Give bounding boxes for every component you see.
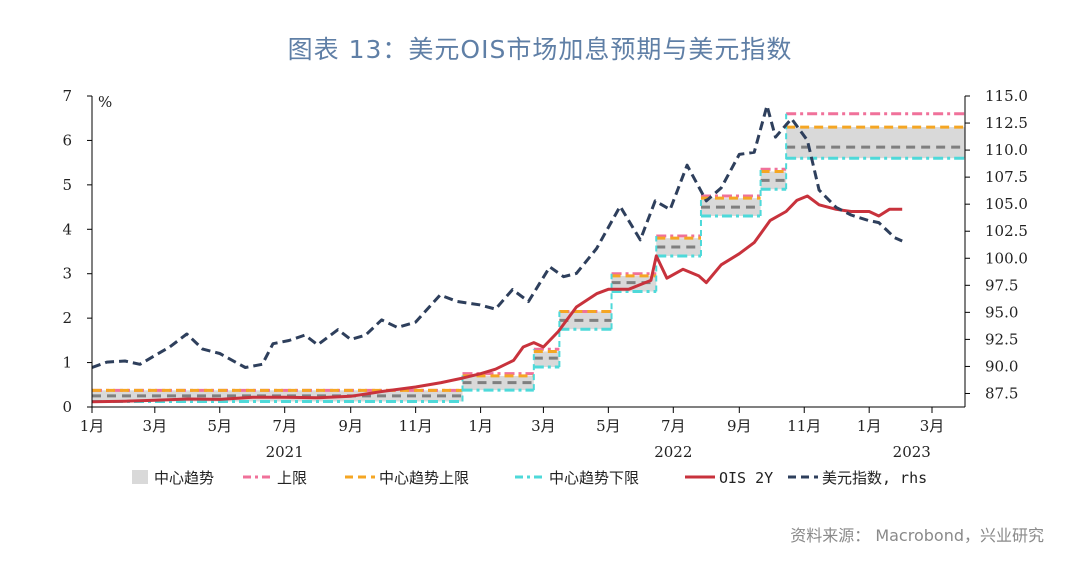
- left-tick-label: 3: [62, 265, 72, 283]
- x-tick-label: 9月: [727, 417, 752, 435]
- x-tick-label: 1月: [468, 417, 493, 435]
- chart-title: 图表 13：美元OIS市场加息预期与美元指数: [287, 35, 793, 64]
- left-unit-label: %: [98, 93, 112, 111]
- right-tick-label: 112.5: [985, 114, 1028, 132]
- axes: 0 1 2 3 4 5 6 7 % 87.5 90.0 92.5 95.0 97.5 100.0 102.5 1…: [62, 87, 1028, 461]
- legend-swatch: [132, 470, 148, 484]
- right-tick-label: 100.0: [985, 249, 1028, 267]
- center-trend-band: [786, 127, 965, 159]
- left-tick-label: 7: [62, 87, 72, 105]
- right-tick-label: 107.5: [985, 168, 1028, 186]
- left-tick-label: 2: [62, 309, 72, 327]
- x-tick-label: 3月: [920, 417, 945, 435]
- dxy-line: [91, 104, 903, 369]
- right-tick-label: 102.5: [985, 222, 1028, 240]
- x-tick-label: 5月: [596, 417, 621, 435]
- legend-label: 中心趋势上限: [379, 469, 469, 487]
- legend-label: 上限: [277, 469, 307, 487]
- x-tick-label: 5月: [207, 417, 232, 435]
- right-tick-label: 87.5: [985, 384, 1018, 402]
- year-label: 2022: [654, 443, 692, 461]
- left-tick-label: 0: [62, 398, 72, 416]
- right-tick-label: 115.0: [985, 87, 1028, 105]
- x-tick-label: 11月: [787, 417, 821, 435]
- right-tick-label: 97.5: [985, 276, 1018, 294]
- right-tick-label: 110.0: [985, 141, 1028, 159]
- right-tick-label: 105.0: [985, 195, 1028, 213]
- center-trend-band: [533, 351, 560, 368]
- legend-label: OIS 2Y: [719, 469, 773, 487]
- ois-2y-line: [91, 194, 903, 404]
- level-lines: [92, 112, 965, 403]
- series-lines: [91, 104, 903, 404]
- center-trend-band: [559, 311, 612, 330]
- legend: 中心趋势 上限 中心趋势上限 中心趋势下限 OIS 2Y 美元指数, rhs: [132, 469, 927, 487]
- x-tick-label: 7月: [661, 417, 686, 435]
- x-tick-label: 3月: [143, 417, 168, 435]
- center-trend-band: [700, 198, 761, 216]
- x-tick-label: 9月: [338, 417, 363, 435]
- source-note: 资料来源： Macrobond，兴业研究: [790, 526, 1044, 545]
- right-tick-label: 95.0: [985, 303, 1018, 321]
- left-tick-label: 1: [62, 354, 72, 372]
- x-tick-label: 1月: [857, 417, 882, 435]
- x-tick-label: 11月: [399, 417, 433, 435]
- center-trend-band: [760, 171, 787, 190]
- right-tick-label: 92.5: [985, 330, 1018, 348]
- left-tick-label: 6: [62, 131, 72, 149]
- legend-label: 美元指数, rhs: [822, 469, 927, 487]
- right-tick-label: 90.0: [985, 357, 1018, 375]
- year-label: 2021: [266, 443, 304, 461]
- left-tick-label: 4: [62, 220, 72, 238]
- year-label: 2023: [893, 443, 931, 461]
- left-tick-label: 5: [62, 176, 72, 194]
- center-trend-bands: [92, 127, 965, 402]
- legend-label: 中心趋势: [154, 469, 214, 487]
- x-tick-label: 3月: [531, 417, 556, 435]
- x-tick-label: 1月: [80, 417, 105, 435]
- x-tick-label: 7月: [272, 417, 297, 435]
- legend-label: 中心趋势下限: [549, 469, 639, 487]
